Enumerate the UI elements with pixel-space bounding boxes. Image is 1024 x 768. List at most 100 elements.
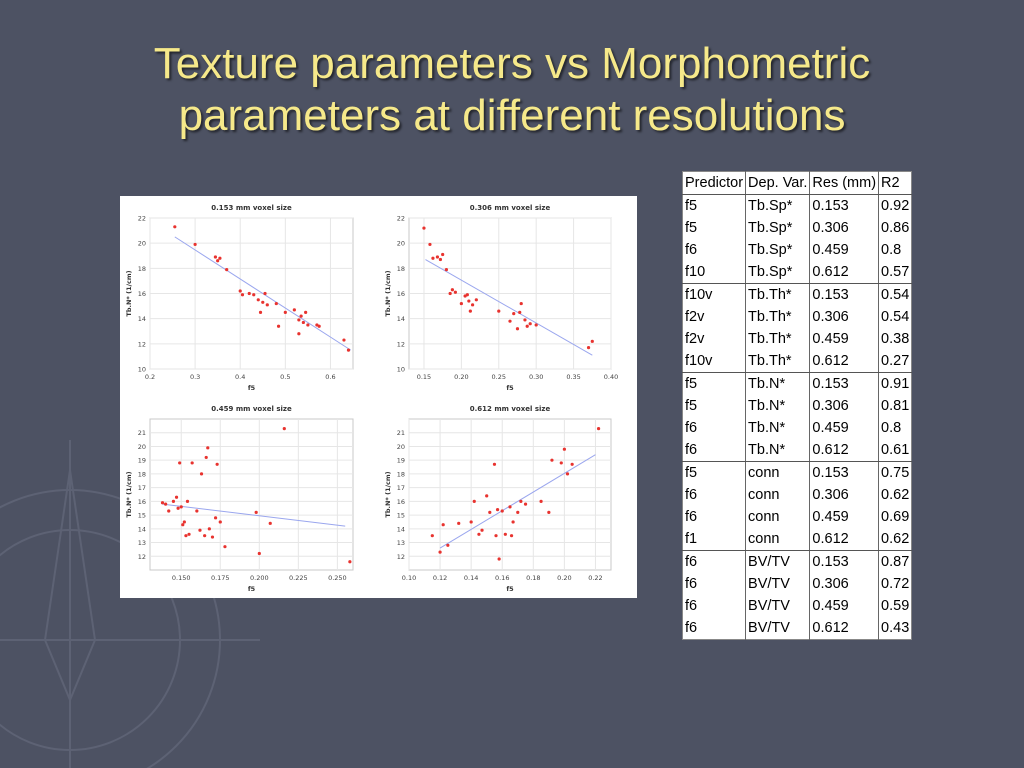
scatter-point [268, 521, 272, 525]
scatter-point [453, 290, 457, 294]
x-axis-label: f5 [248, 384, 256, 392]
scatter-plots-panel: 0.153 mm voxel size f5 Tb.N* (1/cm) 0.2 0.3 0… [120, 196, 637, 598]
y-tick-label: 10 [138, 366, 146, 374]
chart-title: 0.612 mm voxel size [470, 405, 551, 413]
table-cell: BV/TV [745, 595, 811, 617]
scatter-point [497, 557, 501, 561]
table-header-row: Predictor Dep. Var. Res (mm) R2 [682, 171, 913, 195]
table-cell: f10v [682, 350, 747, 373]
x-tick-label: 0.3 [190, 373, 200, 381]
x-tick-label: 0.16 [495, 574, 509, 582]
table-row: f5 Tb.Sp* 0.306 0.86 [682, 217, 913, 239]
scatter-point [477, 532, 481, 536]
table-cell: 0.92 [878, 194, 913, 217]
table-cell: BV/TV [745, 550, 811, 573]
table-row: f6 Tb.N* 0.612 0.61 [682, 439, 913, 462]
table-row: f5 Tb.N* 0.153 0.91 [682, 372, 913, 395]
scatter-point [468, 309, 472, 313]
scatter-point [441, 252, 445, 257]
table-cell: 0.459 [809, 328, 880, 350]
y-axis-label: Tb.N* (1/cm) [384, 471, 392, 517]
scatter-point [539, 499, 543, 503]
scatter-chart-0153mm: 0.153 mm voxel size f5 Tb.N* (1/cm) 0.2 0.3 0… [120, 196, 379, 397]
scatter-point [550, 458, 554, 462]
x-tick-label: 0.22 [588, 574, 602, 582]
scatter-point [252, 293, 256, 297]
scatter-point [518, 310, 522, 314]
scatter-point [523, 318, 527, 322]
table-cell: Tb.N* [745, 395, 811, 417]
y-tick-label: 16 [138, 290, 146, 298]
table-row: f6 BV/TV 0.612 0.43 [682, 617, 913, 640]
table-cell: 0.306 [809, 573, 880, 595]
x-tick-label: 0.200 [250, 574, 269, 582]
table-cell: 0.153 [809, 461, 880, 484]
scatter-point [256, 298, 260, 302]
x-tick-label: 0.15 [417, 373, 431, 381]
table-row: f6 conn 0.459 0.69 [682, 506, 913, 528]
slide-title-line-1: Texture parameters vs Morphometric [153, 39, 871, 88]
x-tick-label: 0.12 [433, 574, 447, 582]
scatter-point [215, 462, 219, 466]
scatter-point [480, 528, 484, 532]
scatter-point [450, 288, 454, 292]
scatter-point [218, 256, 222, 260]
scatter-point [444, 267, 449, 272]
table-cell: Tb.N* [745, 439, 811, 462]
x-tick-label: 0.4 [235, 373, 245, 381]
scatter-point [216, 259, 220, 263]
scatter-point [435, 255, 440, 259]
scatter-point [171, 499, 176, 503]
scatter-point [422, 226, 426, 230]
x-tick-label: 0.18 [526, 574, 540, 582]
table-row: f2v Tb.Th* 0.459 0.38 [682, 328, 913, 350]
scatter-point [190, 461, 194, 465]
scatter-point [586, 346, 591, 350]
table-cell: f6 [682, 484, 747, 506]
scatter-point [534, 323, 538, 327]
table-cell: 0.38 [878, 328, 913, 350]
scatter-point [254, 510, 258, 514]
table-row: f2v Tb.Th* 0.306 0.54 [682, 306, 913, 328]
table-cell: conn [745, 528, 811, 551]
table-cell: 0.153 [809, 550, 880, 573]
table-cell: f10v [682, 283, 747, 306]
y-tick-label: 16 [138, 498, 146, 506]
scatter-point [430, 534, 434, 538]
scatter-point [438, 257, 443, 262]
y-tick-label: 17 [138, 484, 146, 492]
scatter-point [195, 509, 199, 513]
scatter-point [465, 293, 469, 297]
scatter-point [488, 510, 492, 514]
scatter-point [240, 293, 245, 297]
slide-title: Texture parameters vs Morphometric param… [60, 38, 964, 142]
y-tick-label: 20 [138, 443, 146, 451]
scatter-point [185, 499, 190, 503]
table-cell: f6 [682, 595, 747, 617]
scatter-point [441, 523, 445, 527]
scatter-point [515, 327, 520, 331]
table-cell: Tb.Th* [745, 350, 811, 373]
scatter-point [503, 532, 507, 536]
table-row: f5 Tb.N* 0.306 0.81 [682, 395, 913, 417]
regression-table: Predictor Dep. Var. Res (mm) R2 f5 Tb.Sp*… [682, 171, 913, 640]
x-tick-label: 0.250 [328, 574, 347, 582]
x-tick-label: 0.40 [604, 373, 618, 381]
table-cell: 0.81 [878, 395, 913, 417]
scatter-point [509, 534, 514, 538]
scatter-point [492, 462, 497, 466]
scatter-point [459, 301, 463, 306]
table-cell: f5 [682, 395, 747, 417]
regression-line [174, 236, 352, 351]
scatter-point [199, 472, 204, 476]
table-cell: 0.306 [809, 395, 880, 417]
table-cell: f6 [682, 573, 747, 595]
scatter-point [306, 323, 310, 327]
table-cell: 0.612 [809, 617, 880, 640]
scatter-point [213, 516, 218, 520]
scatter-point [204, 455, 208, 460]
column-header: Predictor [682, 171, 747, 195]
table-cell: f5 [682, 217, 747, 239]
table-cell: 0.153 [809, 372, 880, 395]
scatter-point [297, 332, 301, 336]
